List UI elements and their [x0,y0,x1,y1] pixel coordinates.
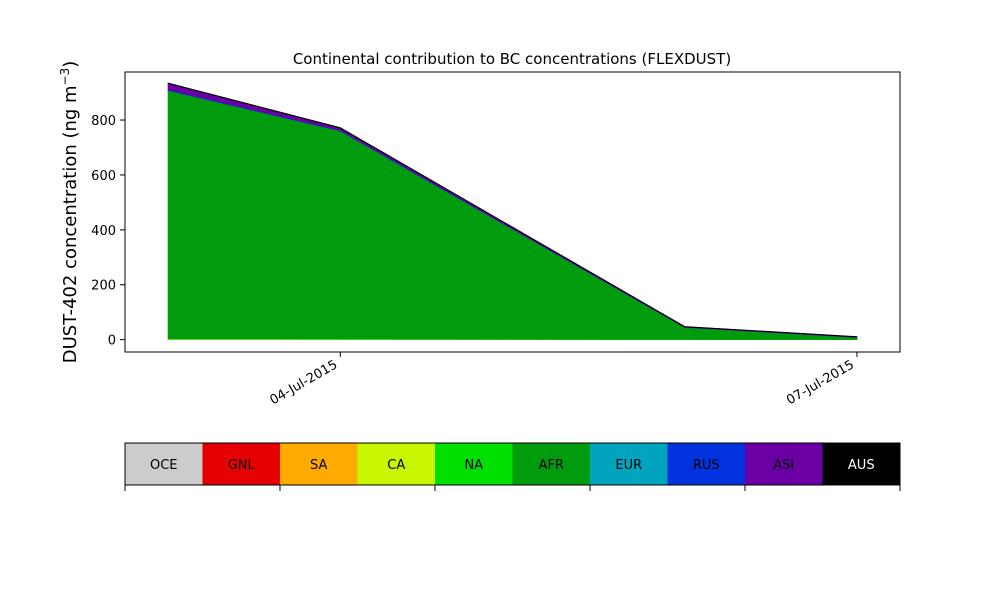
legend-swatch-sa [280,443,358,485]
legend-label-ca: CA [387,458,405,473]
legend-frame [124,442,901,486]
plot-frame [124,71,901,353]
legend-swatch-rus [667,443,746,485]
legend-swatch-aus [822,443,901,485]
y-tick-label: 200 [91,279,116,294]
plot-area [167,82,858,341]
legend-label-oce: OCE [150,458,178,473]
y-tick-label: 800 [91,114,116,129]
y-axis-label-text: DUST-402 concentration (ng m [60,85,81,363]
y-axis-label-close: ) [60,61,81,68]
legend-label-na: NA [464,458,483,473]
legend-label-sa: SA [310,458,327,473]
legend-label-asi: ASI [773,458,794,473]
chart-title: Continental contribution to BC concentra… [293,50,731,68]
legend-swatch-afr [512,443,591,485]
x-tick-label: 07-Jul-2015 [784,357,857,408]
legend-colorbar: OCE GNL SA CA NA AFR EUR RUS ASI AUS [124,442,901,491]
legend-swatch-asi [745,443,823,485]
legend-swatch-gnl [202,443,281,485]
x-tick-label: 04-Jul-2015 [267,357,340,408]
legend-swatch-ca [357,443,436,485]
legend-label-rus: RUS [693,458,720,473]
legend-swatch-eur [590,443,668,485]
y-tick-label: 600 [91,169,116,184]
y-axis-ticks: 0 200 400 600 800 [91,114,125,349]
legend-swatch-oce [125,443,203,485]
area-series-afr [167,89,858,340]
y-tick-label: 400 [91,224,116,239]
legend-label-gnl: GNL [228,458,256,473]
legend-swatch-na [435,443,513,485]
legend-label-afr: AFR [539,458,564,473]
x-axis-ticks: 04-Jul-2015 07-Jul-2015 [267,352,858,408]
area-series-aus [167,82,858,338]
legend-label-eur: EUR [615,458,642,473]
legend-label-aus: AUS [848,458,875,473]
y-axis-label: DUST-402 concentration (ng m−3) [58,61,81,364]
y-tick-label: 0 [108,334,116,349]
y-axis-label-unit-sup: −3 [58,68,72,86]
